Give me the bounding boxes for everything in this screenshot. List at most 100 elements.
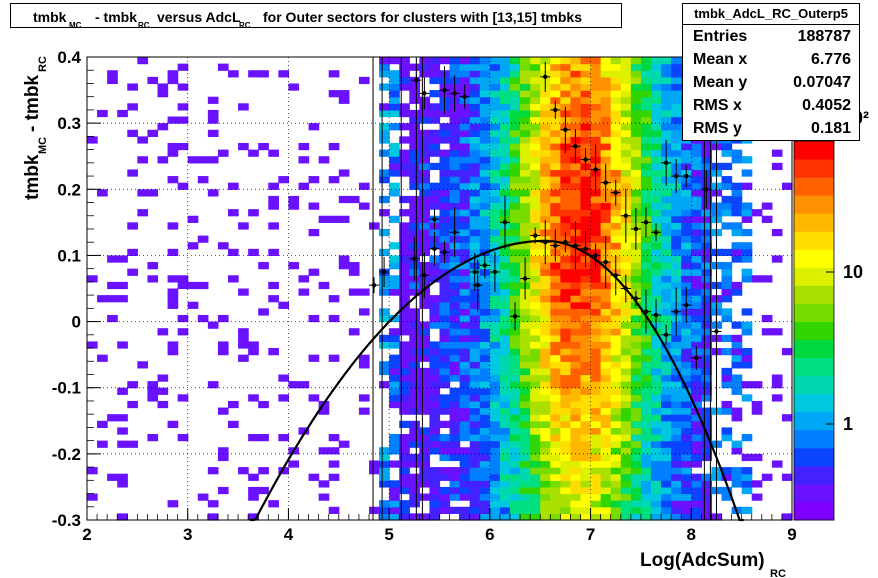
heatmap-cell xyxy=(479,314,491,323)
heatmap-cell xyxy=(630,374,642,382)
heatmap-cell xyxy=(510,83,521,91)
heatmap-cell xyxy=(278,434,290,442)
heatmap-cell xyxy=(510,123,521,131)
heatmap-cell xyxy=(630,460,642,468)
heatmap-cell xyxy=(328,314,340,323)
heatmap-cell xyxy=(580,169,592,177)
heatmap-cell xyxy=(510,486,521,495)
heatmap-cell xyxy=(479,500,491,508)
heatmap-cell xyxy=(661,228,672,237)
heatmap-cell xyxy=(741,321,753,329)
heatmap-cell xyxy=(731,281,743,290)
profile-point xyxy=(661,324,672,345)
heatmap-cell xyxy=(399,281,410,290)
heatmap-cell xyxy=(671,129,682,137)
heatmap-cell xyxy=(540,506,551,514)
heatmap-cell xyxy=(580,275,592,283)
heatmap-cell xyxy=(640,169,652,177)
heatmap-cell xyxy=(560,281,572,290)
heatmap-cell xyxy=(520,374,531,382)
heatmap-cell xyxy=(469,176,481,184)
heatmap-cell xyxy=(479,348,491,356)
heatmap-cell xyxy=(661,348,672,356)
heatmap-cell xyxy=(550,156,561,164)
heatmap-cell xyxy=(459,156,471,164)
heatmap-cell xyxy=(590,281,602,290)
heatmap-cell xyxy=(570,334,582,343)
heatmap-cell xyxy=(419,189,431,197)
heatmap-cell xyxy=(610,76,622,85)
heatmap-cell xyxy=(248,348,259,356)
heatmap-cell xyxy=(97,109,108,118)
heatmap-cell xyxy=(459,486,471,495)
heatmap-cell xyxy=(409,354,420,362)
heatmap-cell xyxy=(590,295,602,303)
heatmap-cell xyxy=(510,354,521,362)
heatmap-cell xyxy=(409,182,420,190)
heatmap-cell xyxy=(439,486,451,495)
heatmap-cell xyxy=(479,57,491,65)
heatmap-cell xyxy=(550,209,561,217)
heatmap-cell xyxy=(620,328,632,336)
heatmap-cell xyxy=(499,301,511,309)
heatmap-cell xyxy=(459,275,471,283)
heatmap-cell xyxy=(661,400,672,409)
heatmap-cell xyxy=(459,301,471,309)
heatmap-cell xyxy=(661,440,672,448)
heatmap-cell xyxy=(701,142,713,151)
heatmap-cell xyxy=(530,215,541,223)
heatmap-cell xyxy=(238,341,249,349)
heatmap-cell xyxy=(449,109,461,118)
heatmap-cell xyxy=(560,394,572,402)
heatmap-cell xyxy=(701,301,713,309)
heatmap-cell xyxy=(630,156,642,164)
heatmap-cell xyxy=(117,440,128,448)
heatmap-cell xyxy=(530,83,541,91)
heatmap-cell xyxy=(540,341,551,349)
heatmap-cell xyxy=(419,235,431,243)
heatmap-cell xyxy=(741,361,753,369)
heatmap-cell xyxy=(379,169,390,177)
heatmap-cell xyxy=(630,116,642,124)
profile-point xyxy=(560,106,571,153)
heatmap-cell xyxy=(399,500,410,508)
heatmap-cell xyxy=(520,202,531,210)
heatmap-cell xyxy=(661,473,672,481)
heatmap-cell xyxy=(409,420,420,428)
heatmap-cell xyxy=(570,308,582,316)
heatmap-cell xyxy=(691,440,702,448)
profile-marker xyxy=(643,220,649,225)
heatmap-cell xyxy=(167,275,179,283)
heatmap-cell xyxy=(651,109,662,118)
heatmap-cell xyxy=(671,513,682,521)
heatmap-cell xyxy=(671,414,682,422)
heatmap-cell xyxy=(600,400,612,409)
heatmap-cell xyxy=(469,103,481,111)
heatmap-cell xyxy=(580,63,592,71)
heatmap-cell xyxy=(157,374,169,382)
heatmap-cell xyxy=(409,434,420,442)
heatmap-cell xyxy=(177,434,189,442)
heatmap-cell xyxy=(630,195,642,204)
heatmap-cell xyxy=(479,63,491,71)
heatmap-cell xyxy=(338,195,350,204)
heatmap-cell xyxy=(600,447,612,455)
profile-marker xyxy=(482,263,488,268)
heatmap-cell xyxy=(530,407,541,415)
heatmap-cell xyxy=(640,334,652,343)
profile-point xyxy=(640,289,651,334)
heatmap-cell xyxy=(308,123,320,131)
heatmap-cell xyxy=(600,222,612,230)
heatmap-cell xyxy=(530,195,541,204)
heatmap-cell xyxy=(449,394,461,402)
heatmap-cell xyxy=(510,262,521,270)
heatmap-cell xyxy=(721,262,733,270)
heatmap-cell xyxy=(489,328,501,336)
heatmap-cell xyxy=(459,314,471,323)
heatmap-cell xyxy=(620,348,632,356)
heatmap-cell xyxy=(630,500,642,508)
heatmap-cell xyxy=(600,295,612,303)
heatmap-cell xyxy=(570,76,582,85)
heatmap-cell xyxy=(701,506,713,514)
heatmap-cell xyxy=(570,447,582,455)
